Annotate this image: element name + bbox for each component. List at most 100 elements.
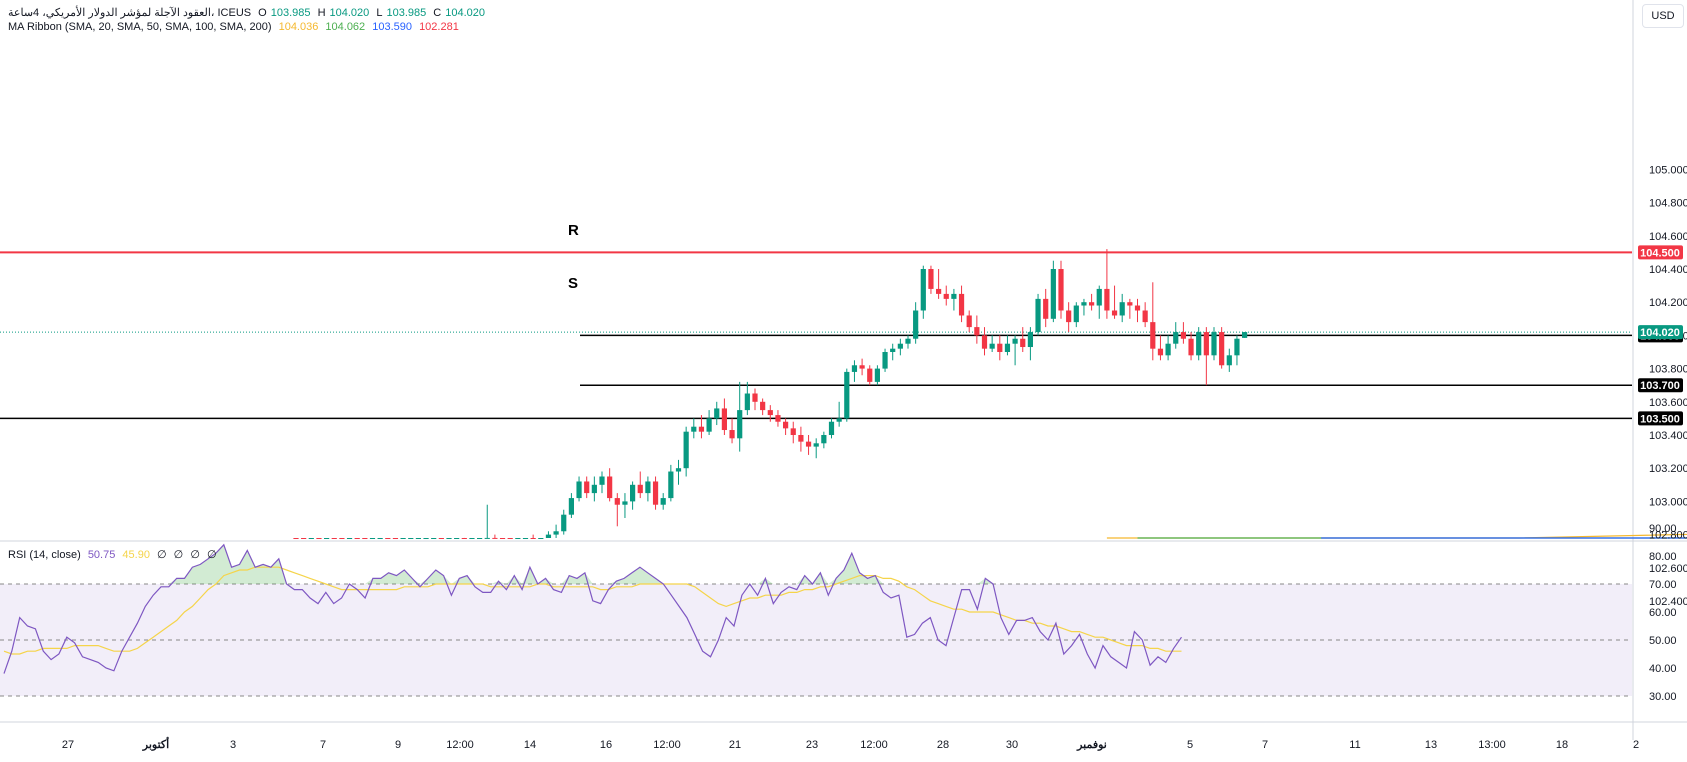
time-tick-label: 13 [1425, 739, 1437, 751]
rsi-tick-label: 50.00 [1649, 635, 1677, 647]
level-tag-bg [1638, 245, 1683, 260]
candle-body [369, 538, 376, 539]
candle-body [308, 538, 314, 539]
symbol-title: العقود الآجلة لمؤشر الدولار الأمريكي، 4س… [8, 7, 252, 19]
candle-body [706, 418, 712, 432]
rsi-value: 50.75 [87, 549, 116, 561]
candle-body [1242, 332, 1248, 338]
open-value: 103.985 [270, 7, 311, 19]
candle-body [652, 481, 659, 505]
candle-body [1226, 355, 1232, 366]
open-label: O [258, 7, 267, 19]
candle-body [981, 335, 988, 349]
time-tick-label: 21 [729, 739, 741, 751]
candle-body [729, 430, 735, 439]
candle-body [331, 538, 337, 539]
time-tick-label: 12:00 [860, 739, 888, 751]
candle-body [936, 288, 942, 294]
candle-body [1066, 310, 1072, 323]
candle-body [622, 501, 628, 505]
ma200-value: 102.281 [419, 21, 459, 33]
candle-body [1081, 302, 1087, 306]
candle-body [913, 310, 919, 339]
candle-body [545, 534, 552, 538]
candle-body [515, 538, 521, 539]
candle-body [301, 538, 307, 539]
price-tick-label: 104.800 [1649, 198, 1687, 210]
candle-body [1196, 332, 1202, 356]
candle-body [851, 365, 858, 372]
candle-body [790, 428, 796, 435]
candle-body [324, 538, 330, 539]
rsi-lines [3, 543, 1182, 674]
rsi-tick-label: 60.00 [1649, 607, 1677, 619]
candle-body [1111, 310, 1118, 316]
candle-body [477, 538, 483, 539]
last-price-tag-bg [1638, 325, 1683, 340]
candle-body [568, 498, 574, 515]
candle-body [744, 393, 750, 411]
rsi-tick-label: 30.00 [1649, 691, 1677, 703]
rsi-legend[interactable]: RSI (14, close) 50.75 45.90 ∅ ∅ ∅ ∅ [8, 548, 221, 562]
rsi-extra-4: ∅ [206, 549, 217, 561]
candle-body [599, 476, 605, 485]
candle-body [400, 538, 406, 539]
level-tag: 103.700 [1640, 380, 1680, 392]
axes: 105.000 104.800 104.600 104.400 104.200 104.0… [62, 164, 1687, 751]
candle-body [752, 393, 758, 402]
candle-body [813, 443, 819, 447]
candlesticks[interactable] [293, 249, 1248, 539]
candle-body [1180, 332, 1186, 339]
candle-body [905, 338, 911, 344]
candle-body [920, 269, 926, 311]
candle-body [1211, 332, 1217, 356]
candle-body [1150, 322, 1156, 349]
time-tick-label: 13:00 [1478, 739, 1506, 751]
price-tick-label: 103.400 [1649, 430, 1687, 442]
candle-body [1096, 288, 1102, 306]
ma-ribbon-legend[interactable]: MA Ribbon (SMA, 20, SMA, 50, SMA, 100, S… [8, 20, 463, 34]
candle-body [415, 538, 421, 539]
level-tag-bg [1638, 378, 1683, 393]
ma-ribbon-label: MA Ribbon (SMA, 20, SMA, 50, SMA, 100, S… [8, 21, 272, 33]
rsi-extra-3: ∅ [190, 549, 200, 561]
price-tick-label: 105.000 [1649, 164, 1687, 176]
candle-body [836, 418, 842, 422]
candle-body [805, 441, 812, 447]
ohlc-open: O 103.985 [258, 7, 310, 19]
time-tick-label: 23 [806, 739, 818, 751]
time-tick-label: 12:00 [446, 739, 474, 751]
candle-body [1234, 338, 1240, 356]
candle-body [897, 343, 903, 349]
time-tick-label: 12:00 [653, 739, 681, 751]
candle-body [951, 293, 957, 299]
candle-body [637, 484, 643, 494]
candle-body [882, 352, 888, 369]
resistance-label: R [568, 222, 579, 239]
level-tag-bg [1638, 411, 1683, 426]
candle-body [1043, 298, 1049, 319]
candle-body [377, 538, 383, 539]
candle-body [339, 538, 345, 539]
ohlc-high: H 104.020 [318, 7, 370, 19]
candle-body [461, 538, 467, 539]
candle-body [798, 435, 804, 442]
time-tick-label: 14 [524, 739, 536, 751]
candle-body [683, 431, 689, 469]
candle-body [385, 538, 391, 539]
time-tick-label: 2 [1633, 739, 1639, 751]
candle-body [928, 269, 934, 289]
candle-body [989, 343, 995, 349]
candle-body [828, 421, 835, 435]
currency-button[interactable]: USD [1642, 4, 1684, 28]
candle-body [760, 401, 766, 411]
candle-body [392, 538, 399, 539]
ma100-value: 103.590 [372, 21, 412, 33]
symbol-legend[interactable]: العقود الآجلة لمؤشر الدولار الأمريكي، 4س… [8, 6, 489, 20]
time-tick-label: 27 [62, 739, 74, 751]
candle-body [423, 538, 429, 539]
price-tick-label: 102.600 [1649, 563, 1687, 575]
price-tick-label: 104.400 [1649, 264, 1687, 276]
